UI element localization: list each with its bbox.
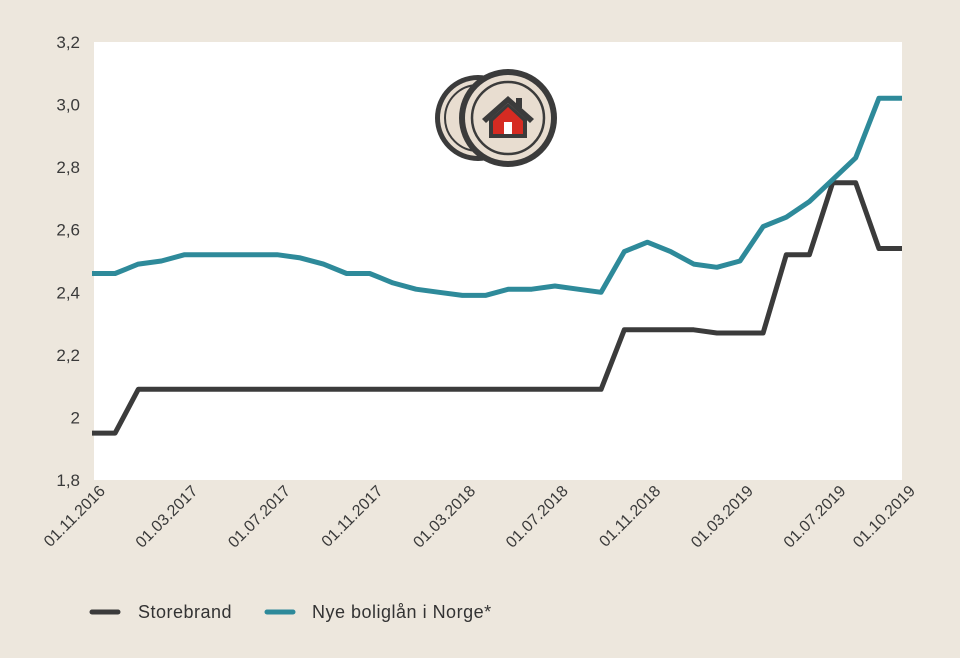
house-coins-icon: [435, 69, 557, 167]
x-tick-label: 01.11.2016: [41, 483, 109, 551]
x-tick-label: 01.03.2019: [688, 483, 757, 552]
y-tick-label: 2,6: [56, 221, 80, 240]
x-tick-label: 01.03.2017: [133, 483, 202, 552]
y-tick-label: 2: [71, 408, 80, 427]
legend-label-norge: Nye boliglån i Norge*: [312, 602, 492, 622]
x-tick-label: 01.07.2017: [225, 483, 294, 552]
x-tick-label: 01.03.2018: [410, 483, 479, 552]
y-tick-label: 3,2: [56, 33, 80, 52]
y-tick-label: 2,4: [56, 283, 80, 302]
y-tick-label: 1,8: [56, 471, 80, 490]
x-tick-label: 01.07.2019: [781, 483, 850, 552]
x-tick-label: 01.11.2018: [596, 483, 664, 551]
x-tick-label: 01.07.2018: [503, 483, 572, 552]
x-tick-label: 01.10.2019: [850, 483, 919, 552]
series-line-norge: [92, 95, 902, 298]
y-tick-label: 2,2: [56, 346, 80, 365]
y-tick-label: 3,0: [56, 96, 80, 115]
legend-label-storebrand: Storebrand: [138, 602, 232, 622]
legend: Storebrand Nye boliglån i Norge*: [89, 602, 492, 622]
series-line-storebrand: [92, 180, 902, 436]
x-tick-label: 01.11.2017: [319, 483, 387, 551]
y-tick-label: 2,8: [56, 158, 80, 177]
